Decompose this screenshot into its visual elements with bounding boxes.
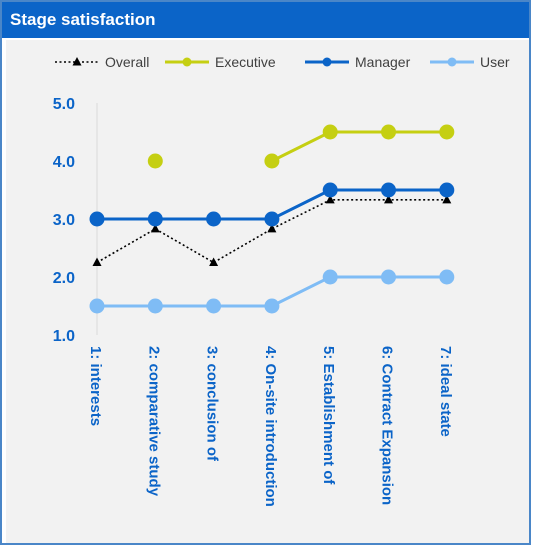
y-tick-label: 3.0	[53, 212, 75, 229]
y-tick-label: 4.0	[53, 154, 75, 171]
y-tick-label: 5.0	[53, 96, 75, 113]
data-point-user	[439, 269, 455, 285]
y-tick-label: 1.0	[53, 328, 75, 345]
data-point-overall	[150, 223, 160, 233]
data-point-user	[89, 298, 105, 314]
series-line-executive	[271, 130, 447, 163]
data-point-overall	[384, 194, 393, 204]
data-point-overall	[267, 223, 277, 233]
x-tick-label: 4: On-site introduction	[262, 346, 279, 507]
data-point-user	[206, 298, 222, 314]
data-point-user	[322, 269, 338, 285]
data-point-manager	[264, 211, 280, 227]
legend-marker-manager	[322, 57, 332, 67]
legend-label-executive: Executive	[215, 54, 276, 70]
x-tick-label: 7: ideal state	[437, 346, 454, 437]
plot-area	[6, 40, 529, 543]
data-point-manager	[381, 182, 396, 198]
data-point-executive	[322, 124, 338, 140]
legend-marker-overall	[72, 57, 82, 66]
legend-marker-executive	[182, 57, 192, 67]
y-tick-label: 2.0	[53, 270, 75, 287]
data-point-overall	[442, 194, 452, 204]
legend-marker-user	[447, 57, 457, 67]
data-point-overall	[209, 257, 219, 266]
data-point-overall	[325, 194, 335, 204]
data-point-manager	[439, 182, 455, 198]
data-point-manager	[206, 211, 222, 227]
x-tick-label: 2: comparative study	[145, 346, 162, 497]
legend-label-overall: Overall	[105, 54, 149, 70]
legend-label-user: User	[480, 54, 510, 70]
legend-label-manager: Manager	[355, 54, 411, 70]
chart-title: Stage satisfaction	[2, 2, 529, 38]
data-point-manager	[147, 211, 163, 227]
x-tick-label: 3: conclusion of	[204, 346, 221, 462]
data-point-user	[147, 298, 163, 314]
data-point-user	[381, 269, 396, 285]
data-point-overall	[92, 257, 102, 266]
data-point-manager	[322, 182, 338, 198]
data-point-manager	[89, 211, 105, 227]
x-tick-label: 1: interests	[87, 346, 104, 426]
data-point-executive	[439, 124, 455, 140]
data-point-executive	[147, 153, 163, 169]
x-tick-label: 6: Contract Expansion	[379, 346, 396, 505]
data-point-executive	[264, 153, 280, 169]
x-tick-label: 5: Establishment of	[320, 346, 337, 485]
data-point-executive	[381, 124, 396, 140]
data-point-user	[264, 298, 280, 314]
